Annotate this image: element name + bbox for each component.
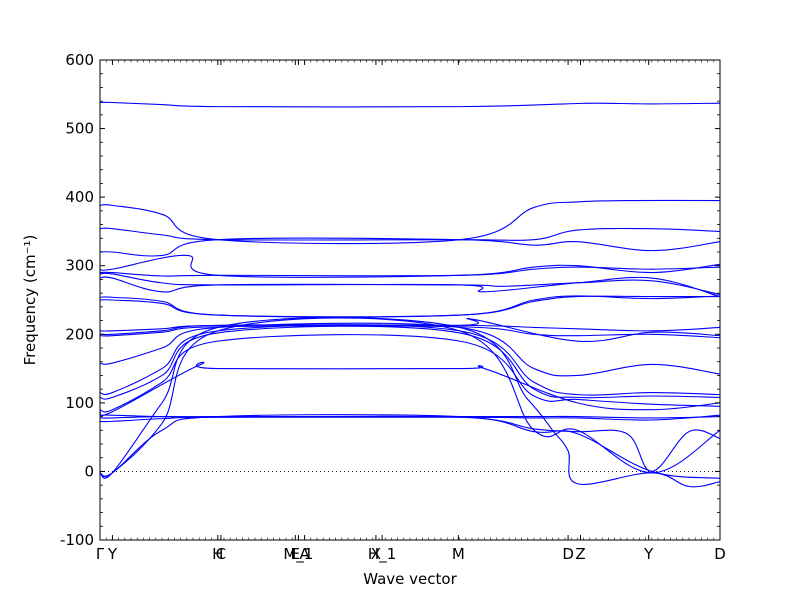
x-tick-label: Y [107, 545, 118, 563]
x-tick-label: H_1 [368, 545, 396, 564]
band-line-21 [100, 415, 720, 472]
x-tick-label: C [216, 545, 226, 563]
band-line-15 [100, 324, 720, 396]
x-tick-label: D [562, 545, 574, 563]
x-tick-label: E [291, 545, 300, 563]
band-line-1 [100, 101, 720, 108]
band-line-10 [100, 295, 720, 318]
x-tick-label: H [212, 545, 223, 563]
y-tick-label: 500 [65, 120, 94, 138]
y-tick-label: 200 [65, 325, 94, 343]
x-tick-label: Y [643, 545, 654, 563]
y-tick-label: 400 [65, 188, 94, 206]
series-layer [100, 101, 720, 488]
band-line-4 [100, 237, 720, 257]
x-tick-label: M [452, 545, 465, 563]
band-line-2 [100, 199, 720, 245]
x-tick-label: X [371, 545, 381, 563]
band-line-8 [100, 276, 720, 296]
band-line-23 [100, 317, 720, 478]
x-tick-label: A [299, 545, 310, 563]
y-tick-label: 0 [84, 462, 94, 480]
band-line-13 [100, 325, 720, 339]
y-tick-label: 100 [65, 394, 94, 412]
x-tick-label: Z [575, 545, 585, 563]
band-line-24 [100, 414, 720, 479]
y-tick-label: -100 [60, 531, 94, 549]
y-tick-label: 300 [65, 257, 94, 275]
x-tick-label: M_1 [283, 545, 313, 564]
x-tick-label: D [714, 545, 726, 563]
x-axis-label: Wave vector [363, 570, 457, 588]
band-line-17 [100, 334, 720, 413]
x-tick-label: Γ [96, 545, 105, 563]
y-tick-label: 600 [65, 51, 94, 69]
y-axis-label: Frequency (cm⁻¹) [21, 235, 39, 366]
band-line-6 [100, 266, 720, 277]
band-line-16 [100, 325, 720, 400]
band-line-18 [100, 361, 720, 417]
